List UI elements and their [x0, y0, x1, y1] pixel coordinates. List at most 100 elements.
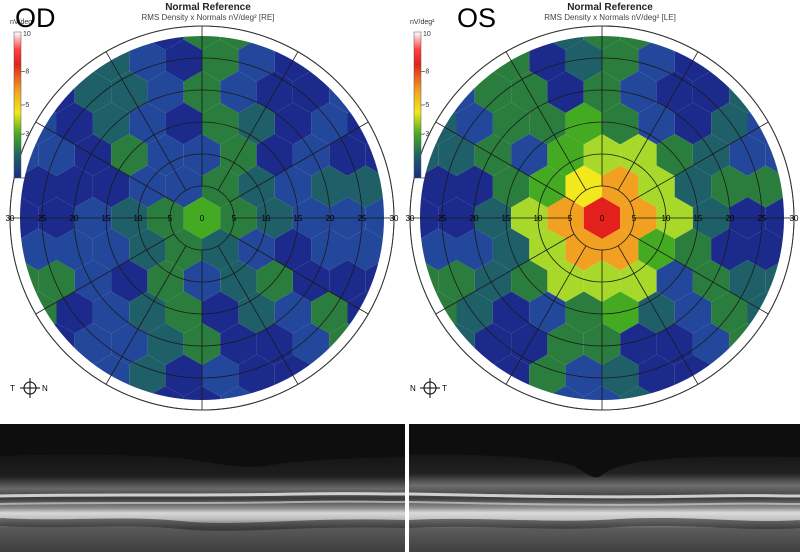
od-hexagon-cell: [202, 354, 239, 397]
od-hexagon-cell: [202, 39, 239, 82]
od-hexagon-cell: [92, 102, 130, 145]
od-hexagon-cell: [38, 134, 75, 176]
od-eccentricity-label: 20: [70, 214, 79, 223]
os-hexagon-cell: [692, 323, 730, 365]
os-hexagon-cell: [692, 71, 730, 113]
od-hexagon-cells: [10, 26, 394, 410]
os-orientation-crosshair-icon: [420, 378, 440, 398]
os-colorbar-tick-label: -0: [423, 175, 429, 182]
os-eye-label: OS: [457, 3, 497, 33]
od-hexagon-cell: [183, 197, 221, 239]
os-hexagon-cells: [410, 26, 794, 410]
os-hexagon-cell: [620, 323, 657, 365]
od-hexagon-cell: [311, 165, 348, 208]
od-hexagon-cell: [274, 102, 312, 145]
os-outer-circle: [409, 25, 795, 411]
od-eccentricity-label: 30: [6, 214, 15, 223]
os-colorbar-tick-label: -3: [423, 131, 429, 138]
os-hexagon-cell: [565, 354, 602, 397]
os-map-group: 30 25 20 15 10 5 0 5 10 15 20 25 30 nV/deg² 10 -8 -5 -3 -0…: [406, 19, 799, 411]
os-eccentricity-label: 20: [470, 214, 479, 223]
os-eccentricity-labels: 30 25 20 15 10 5 0 5 10 15 20 25 30: [406, 214, 799, 223]
od-hexagon-cell: [56, 228, 93, 271]
os-eccentricity-label: 25: [438, 214, 447, 223]
od-eccentricity-label: 0: [200, 214, 205, 223]
os-hexagon-cell: [602, 354, 639, 397]
os-radial-line: [435, 121, 575, 203]
os-hexagon-cell: [711, 165, 748, 208]
os-radial-line: [617, 245, 699, 385]
od-eccentricity-label: 5: [232, 214, 237, 223]
od-hexagon-cell: [311, 228, 348, 271]
os-oct-scan-image: [409, 424, 800, 552]
od-hexagon-cell: [165, 354, 202, 397]
os-hexagon-cell: [456, 165, 493, 208]
od-hexagon-cell: [165, 39, 202, 82]
od-hexagon-cell: [38, 260, 75, 302]
os-orientation-left-label: N: [410, 384, 416, 393]
os-hexagon-cell: [711, 228, 748, 271]
os-hexagon-cell: [456, 228, 493, 271]
od-oct-scan-image: [0, 424, 405, 552]
os-hexagon-cell: [583, 197, 621, 239]
od-map-group: 30 25 20 15 10 5 0 5 10 15 20 25 30 nV/deg² 10 -8 -5 -3 -0…: [6, 19, 399, 411]
os-hexagon-cell: [438, 260, 475, 302]
os-colorbar-ticks: nV/deg² 10 -8 -5 -3 -0: [410, 19, 435, 182]
od-mferg-panel: 30 25 20 15 10 5 0 5 10 15 20 25 30 nV/deg² 10 -8 -5 -3 -0…: [0, 0, 400, 414]
os-colorbar: [413, 31, 422, 179]
os-radial-line: [629, 121, 769, 203]
od-mferg-trace-array: 30 25 20 15 10 5 0 5 10 15 20 25 30 nV/deg² 10 -8 -5 -3 -0…: [6, 19, 399, 411]
os-eccentricity-label: 10: [534, 214, 543, 223]
os-eccentricity-label: 10: [662, 214, 671, 223]
os-hexagon-cell: [547, 323, 584, 365]
od-eccentricity-label: 25: [38, 214, 47, 223]
od-hexagon-cell: [329, 260, 366, 302]
os-hexagon-cell: [474, 323, 512, 365]
os-mferg-trace-array: 30 25 20 15 10 5 0 5 10 15 20 25 30 nV/deg² 10 -8 -5 -3 -0…: [406, 19, 799, 411]
od-hexagon-cell: [74, 323, 112, 365]
od-hexagon-cell: [220, 71, 257, 113]
od-colorbar-unit: nV/deg²: [10, 19, 35, 26]
os-hexagon-cell: [674, 291, 712, 334]
os-hexagon-cell: [565, 39, 602, 82]
os-hexagon-cell: [492, 291, 530, 334]
os-radial-line: [505, 245, 587, 385]
od-orientation-crosshair-icon: [20, 378, 40, 398]
os-colorbar-tick-label: -8: [423, 68, 429, 75]
od-hexagon-cell: [292, 71, 330, 113]
os-colorbar-tick-label: -5: [423, 102, 429, 109]
os-eccentricity-label: 20: [726, 214, 735, 223]
od-radial-line: [105, 51, 187, 191]
os-hexagon-cell: [492, 102, 530, 145]
od-outer-circle: [9, 25, 395, 411]
od-radial-line: [217, 51, 299, 191]
od-radial-line: [217, 245, 299, 385]
os-mferg-panel: 30 25 20 15 10 5 0 5 10 15 20 25 30 nV/deg² 10 -8 -5 -3 -0…: [400, 0, 800, 414]
od-eccentricity-label: 15: [294, 214, 303, 223]
od-orientation-right-label: N: [42, 384, 48, 393]
od-eccentricity-label: 20: [326, 214, 335, 223]
od-eccentricity-labels: 30 25 20 15 10 5 0 5 10 15 20 25 30: [6, 214, 399, 223]
od-orientation-left-label: T: [10, 384, 15, 393]
os-eccentricity-label: 15: [502, 214, 511, 223]
od-hexagon-cell: [147, 323, 184, 365]
od-eccentricity-label: 25: [358, 214, 367, 223]
od-colorbar-tick-label: -5: [23, 102, 29, 109]
os-reference-subtitle: RMS Density x Normals nV/deg² [LE]: [544, 13, 676, 22]
os-hexagon-cell: [602, 39, 639, 82]
od-eccentricity-label: 30: [390, 214, 399, 223]
os-hexagon-cell: [438, 134, 475, 176]
os-hexagon-cell: [620, 71, 657, 113]
oct-divider: [405, 424, 409, 552]
od-hexagon-cell: [56, 165, 93, 208]
od-hexagon-cell: [274, 291, 312, 334]
os-hexagon-cell: [474, 71, 512, 113]
od-radial-line: [229, 121, 369, 203]
od-eccentricity-label: 5: [168, 214, 173, 223]
od-colorbar-max-label: 10: [23, 31, 31, 38]
os-reference-title: Normal Reference: [567, 2, 653, 13]
od-radial-line: [229, 233, 369, 315]
os-radial-line: [617, 51, 699, 191]
